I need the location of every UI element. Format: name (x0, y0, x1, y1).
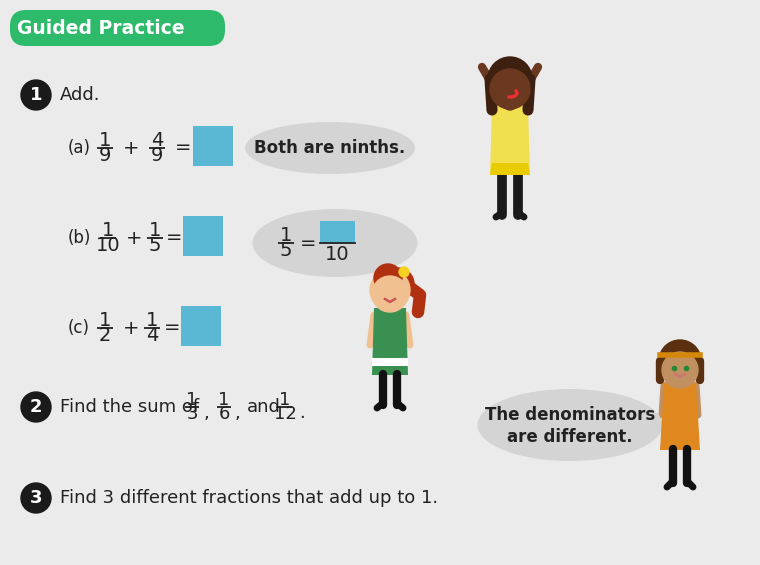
Text: 1: 1 (99, 131, 111, 150)
Text: (c): (c) (68, 319, 90, 337)
Text: =: = (163, 319, 180, 337)
Circle shape (21, 80, 51, 110)
Text: 10: 10 (96, 236, 120, 255)
Circle shape (488, 61, 532, 105)
Polygon shape (372, 358, 408, 366)
Text: 1: 1 (280, 226, 292, 245)
FancyBboxPatch shape (10, 10, 225, 46)
Circle shape (503, 96, 517, 110)
Text: 1: 1 (149, 221, 161, 240)
FancyBboxPatch shape (320, 221, 355, 243)
Circle shape (372, 276, 408, 312)
Text: 1: 1 (102, 221, 114, 240)
Text: 1: 1 (280, 391, 290, 409)
Text: 9: 9 (150, 146, 163, 165)
Text: 5: 5 (149, 236, 161, 255)
Text: 1: 1 (146, 311, 158, 330)
Circle shape (488, 57, 532, 101)
Text: Guided Practice: Guided Practice (17, 19, 185, 37)
Ellipse shape (477, 389, 663, 461)
Polygon shape (660, 383, 700, 450)
FancyBboxPatch shape (193, 126, 233, 166)
Text: 10: 10 (325, 246, 350, 264)
Circle shape (660, 345, 700, 385)
Text: 12: 12 (274, 405, 296, 423)
Text: (b): (b) (68, 229, 91, 247)
Text: 1: 1 (30, 86, 43, 104)
Circle shape (659, 340, 701, 382)
Text: .: . (299, 404, 305, 422)
Ellipse shape (245, 122, 415, 174)
Text: +: + (123, 319, 139, 337)
Circle shape (382, 268, 414, 300)
Circle shape (370, 270, 410, 310)
Text: Find the sum of: Find the sum of (60, 398, 199, 416)
Text: =: = (299, 233, 316, 253)
Circle shape (21, 483, 51, 513)
Text: are different.: are different. (507, 428, 633, 446)
Text: ,: , (234, 404, 240, 422)
Text: =: = (166, 228, 182, 247)
Text: and: and (247, 398, 281, 416)
FancyBboxPatch shape (181, 306, 221, 346)
Text: 2: 2 (30, 398, 43, 416)
Text: =: = (175, 138, 192, 158)
Text: The denominators: The denominators (485, 406, 655, 424)
Circle shape (399, 267, 409, 277)
Text: (a): (a) (68, 139, 91, 157)
Polygon shape (372, 308, 408, 375)
Polygon shape (490, 163, 530, 175)
Circle shape (490, 69, 530, 109)
Text: 6: 6 (218, 405, 230, 423)
Text: Both are ninths.: Both are ninths. (255, 139, 406, 157)
Text: 4: 4 (150, 131, 163, 150)
Polygon shape (490, 105, 530, 175)
FancyBboxPatch shape (183, 216, 223, 256)
Text: 5: 5 (280, 241, 293, 260)
Text: 4: 4 (146, 326, 158, 345)
Text: 1: 1 (186, 391, 198, 409)
Text: Add.: Add. (60, 86, 100, 104)
Circle shape (21, 392, 51, 422)
Text: 2: 2 (99, 326, 111, 345)
Circle shape (662, 352, 698, 388)
Text: Find 3 different fractions that add up to 1.: Find 3 different fractions that add up t… (60, 489, 438, 507)
Text: 1: 1 (218, 391, 230, 409)
Text: 3: 3 (186, 405, 198, 423)
Text: 9: 9 (99, 146, 111, 165)
Circle shape (374, 264, 402, 292)
Text: 3: 3 (30, 489, 43, 507)
Text: ,: , (203, 404, 209, 422)
Text: +: + (125, 228, 142, 247)
Text: 1: 1 (99, 311, 111, 330)
Ellipse shape (252, 209, 417, 277)
Text: +: + (123, 138, 139, 158)
